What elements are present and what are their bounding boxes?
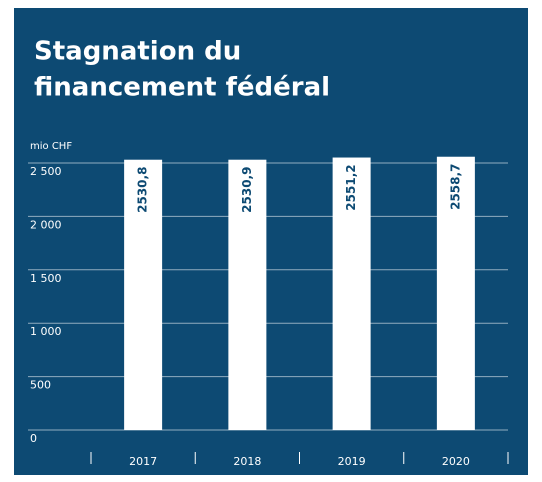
x-tick-label: 2017: [129, 455, 157, 468]
y-tick-label: 0: [30, 432, 37, 445]
y-tick-label: 1 500: [30, 272, 62, 285]
value-label: 2530,9: [240, 167, 254, 213]
bar: [124, 159, 163, 430]
y-axis-label: mio CHF: [30, 141, 72, 152]
value-label: 2530,8: [136, 167, 150, 213]
y-tick-label: 1 000: [30, 325, 62, 338]
y-tick-label: 2 500: [30, 165, 62, 178]
x-tick-label: 2018: [233, 455, 261, 468]
bar: [436, 156, 475, 430]
value-label: 2558,7: [448, 164, 462, 210]
bar: [228, 159, 267, 430]
bar: [332, 157, 371, 430]
x-tick-label: 2019: [338, 455, 366, 468]
y-tick-label: 2 000: [30, 218, 62, 231]
y-tick-label: 500: [30, 379, 51, 392]
chart-title: Stagnation du: [34, 37, 241, 67]
x-tick-label: 2020: [442, 455, 470, 468]
chart-title: financement fédéral: [34, 73, 330, 103]
value-label: 2551,2: [344, 164, 358, 210]
